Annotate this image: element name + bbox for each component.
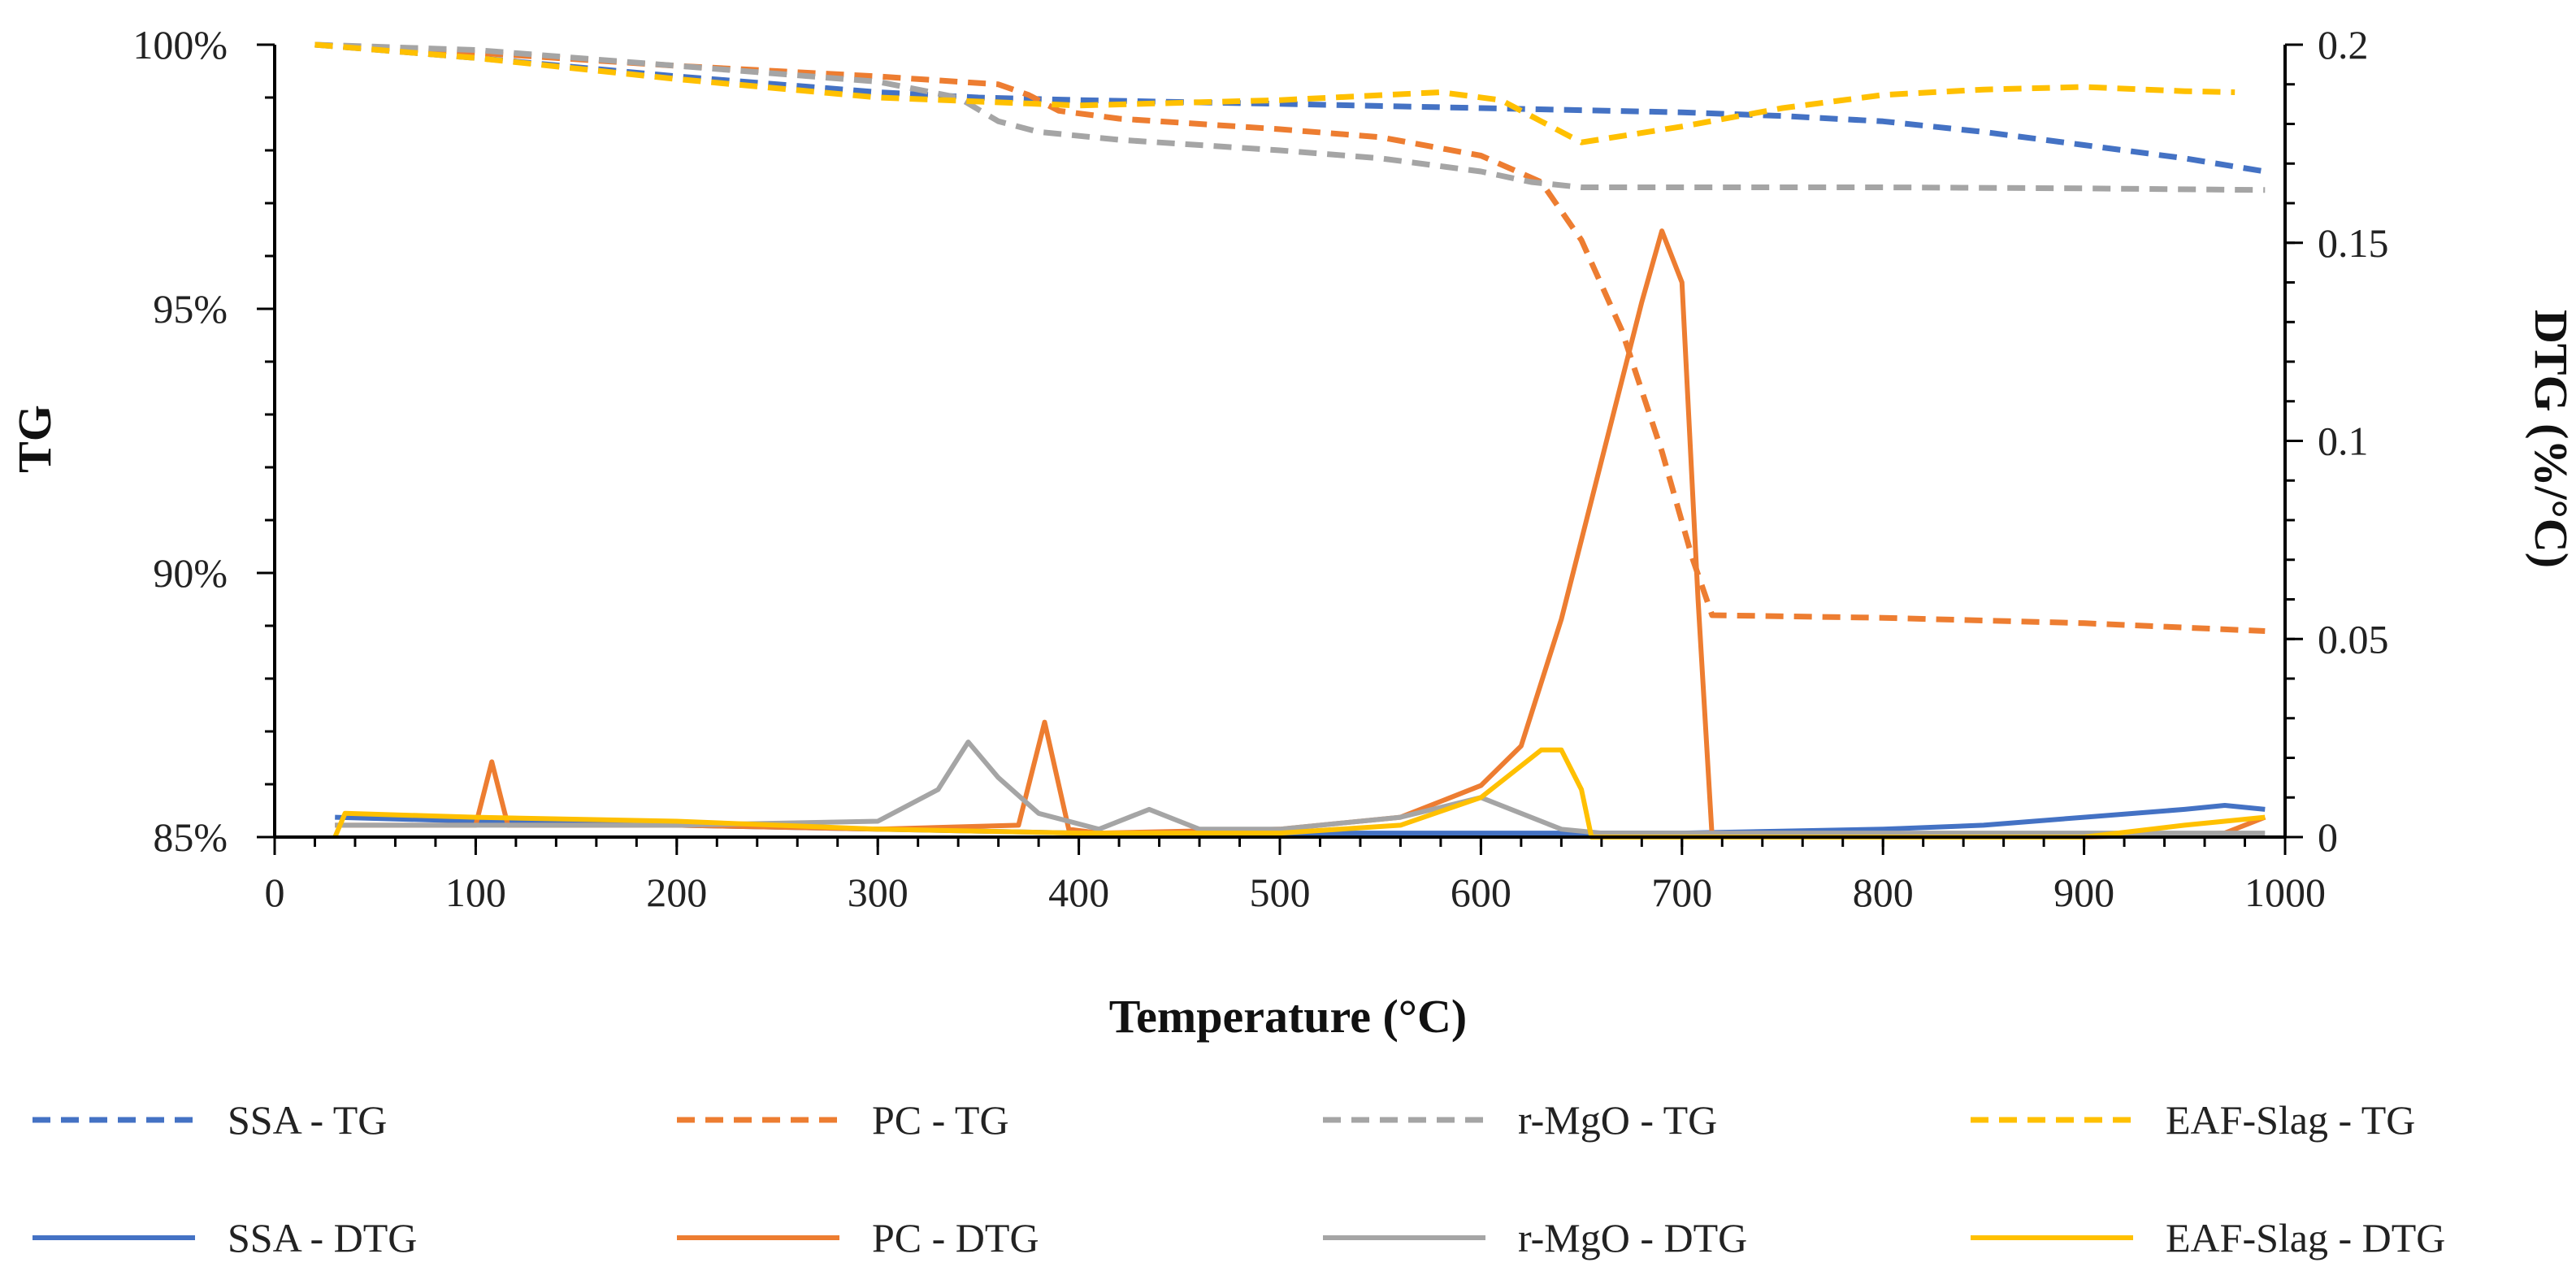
series-line-pc-tg [314, 41, 2266, 634]
x-tick-label: 800 [1853, 870, 1914, 915]
axes [273, 45, 2287, 839]
x-tick-label: 0 [265, 870, 285, 915]
legend-label: r-MgO - TG [1518, 1097, 1717, 1143]
y-right-tick-label: 0.2 [2318, 22, 2369, 67]
y-left-tick-label: 90% [153, 550, 228, 596]
y-right-tick-label: 0.1 [2318, 419, 2369, 464]
series-line-r-mgo-tg [314, 41, 2266, 193]
legend-item-ssa-tg: SSA - TG [33, 1097, 387, 1143]
legend-label: PC - TG [872, 1097, 1009, 1143]
legend-label: PC - DTG [872, 1215, 1039, 1260]
legend-item-eaf-slag-tg: EAF-Slag - TG [1971, 1097, 2415, 1143]
legend-label: SSA - TG [228, 1097, 387, 1143]
legend-label: r-MgO - DTG [1518, 1215, 1747, 1260]
x-tick-label: 1000 [2244, 870, 2326, 915]
y-left-axis-title: TG [8, 405, 61, 473]
legend-item-pc-tg: PC - TG [677, 1097, 1009, 1143]
series-line-eaf-slag-tg [314, 41, 2236, 145]
legend-label: EAF-Slag - TG [2166, 1097, 2415, 1143]
legend: SSA - TG PC - TG r-MgO - TG EAF-Slag - TG SS… [33, 1097, 2445, 1260]
x-tick-label: 100 [445, 870, 506, 915]
x-tick-label: 200 [646, 870, 707, 915]
x-tick-label: 400 [1048, 870, 1109, 915]
y-right-tick-label: 0 [2318, 814, 2338, 860]
y-right-tick-label: 0.05 [2318, 616, 2389, 662]
legend-label: SSA - DTG [228, 1215, 417, 1260]
x-tick-label: 300 [848, 870, 909, 915]
legend-item-r-mgo-dtg: r-MgO - DTG [1323, 1215, 1747, 1260]
x-tick-label: 500 [1250, 870, 1311, 915]
ticks: 0 100 200 300 400 500 600 700 800 900 1000 85% 90% 95… [132, 22, 2388, 915]
legend-label: EAF-Slag - DTG [2166, 1215, 2445, 1260]
series-line-pc-dtg [335, 228, 2266, 840]
legend-item-r-mgo-tg: r-MgO - TG [1323, 1097, 1717, 1143]
y-right-axis-title: DTG (%/°C) [2525, 310, 2576, 568]
x-tick-label: 900 [2053, 870, 2114, 915]
y-left-tick-label: 95% [153, 286, 228, 332]
y-left-tick-label: 100% [132, 22, 228, 67]
plot-lines [314, 41, 2266, 840]
x-tick-label: 600 [1451, 870, 1511, 915]
legend-item-ssa-dtg: SSA - DTG [33, 1215, 417, 1260]
legend-item-pc-dtg: PC - DTG [677, 1215, 1039, 1260]
x-axis-title: Temperature (°C) [1109, 990, 1467, 1043]
x-tick-label: 700 [1651, 870, 1712, 915]
series-line-r-mgo-dtg [335, 740, 2266, 836]
y-right-tick-label: 0.15 [2318, 220, 2389, 266]
series-line-ssa-tg [314, 41, 2266, 175]
y-left-tick-label: 85% [153, 814, 228, 860]
legend-item-eaf-slag-dtg: EAF-Slag - DTG [1971, 1215, 2445, 1260]
